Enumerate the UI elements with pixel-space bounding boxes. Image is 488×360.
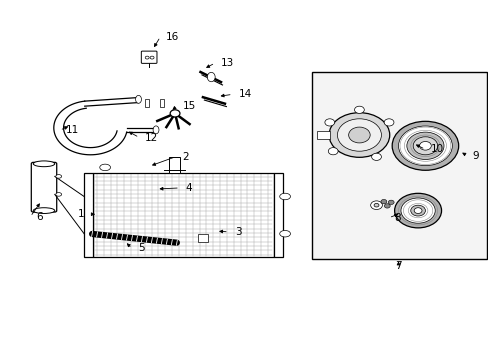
Circle shape — [384, 119, 393, 126]
Circle shape — [412, 137, 437, 155]
Text: 1: 1 — [78, 209, 84, 219]
Text: 3: 3 — [234, 227, 241, 237]
Bar — [84, 173, 93, 257]
Text: 9: 9 — [472, 150, 479, 161]
Ellipse shape — [153, 126, 159, 134]
Bar — [168, 157, 179, 173]
Circle shape — [170, 110, 180, 117]
Circle shape — [391, 121, 458, 170]
Circle shape — [370, 201, 382, 210]
Circle shape — [410, 205, 425, 216]
Text: 16: 16 — [166, 32, 179, 42]
Circle shape — [398, 126, 451, 166]
Text: 2: 2 — [182, 152, 188, 162]
Text: 11: 11 — [65, 125, 79, 135]
Text: 4: 4 — [185, 183, 192, 193]
Bar — [145, 99, 149, 107]
Text: 15: 15 — [183, 101, 196, 111]
Circle shape — [337, 119, 381, 151]
Bar — [93, 173, 273, 257]
Ellipse shape — [56, 175, 61, 178]
Ellipse shape — [279, 230, 290, 237]
Ellipse shape — [279, 193, 290, 200]
Circle shape — [371, 153, 381, 161]
Circle shape — [373, 203, 378, 207]
Text: 8: 8 — [394, 213, 401, 223]
FancyBboxPatch shape — [31, 162, 57, 212]
Text: 13: 13 — [221, 58, 234, 68]
Circle shape — [387, 200, 393, 204]
Circle shape — [327, 148, 337, 155]
Bar — [273, 173, 282, 257]
Circle shape — [145, 56, 149, 59]
Circle shape — [348, 127, 369, 143]
Ellipse shape — [207, 72, 215, 82]
Bar — [316, 131, 329, 139]
Bar — [160, 99, 163, 107]
Circle shape — [384, 204, 389, 208]
Circle shape — [150, 56, 154, 59]
Ellipse shape — [33, 161, 55, 167]
Bar — [311, 72, 486, 259]
Circle shape — [419, 141, 430, 150]
Bar — [198, 234, 207, 242]
Text: 12: 12 — [145, 132, 158, 143]
Circle shape — [380, 199, 386, 204]
Circle shape — [413, 208, 421, 213]
Circle shape — [394, 193, 441, 228]
Text: 7: 7 — [394, 261, 401, 271]
Text: 14: 14 — [238, 89, 251, 99]
Circle shape — [406, 132, 443, 159]
Text: 6: 6 — [36, 212, 43, 222]
Circle shape — [354, 106, 364, 113]
Ellipse shape — [33, 208, 55, 213]
Bar — [93, 173, 273, 257]
FancyBboxPatch shape — [141, 51, 157, 63]
Circle shape — [400, 198, 434, 223]
Circle shape — [324, 119, 334, 126]
Text: 5: 5 — [138, 243, 144, 253]
Text: 10: 10 — [430, 144, 444, 154]
Ellipse shape — [135, 95, 141, 103]
Ellipse shape — [56, 193, 61, 196]
Circle shape — [328, 113, 389, 157]
Ellipse shape — [100, 164, 110, 171]
